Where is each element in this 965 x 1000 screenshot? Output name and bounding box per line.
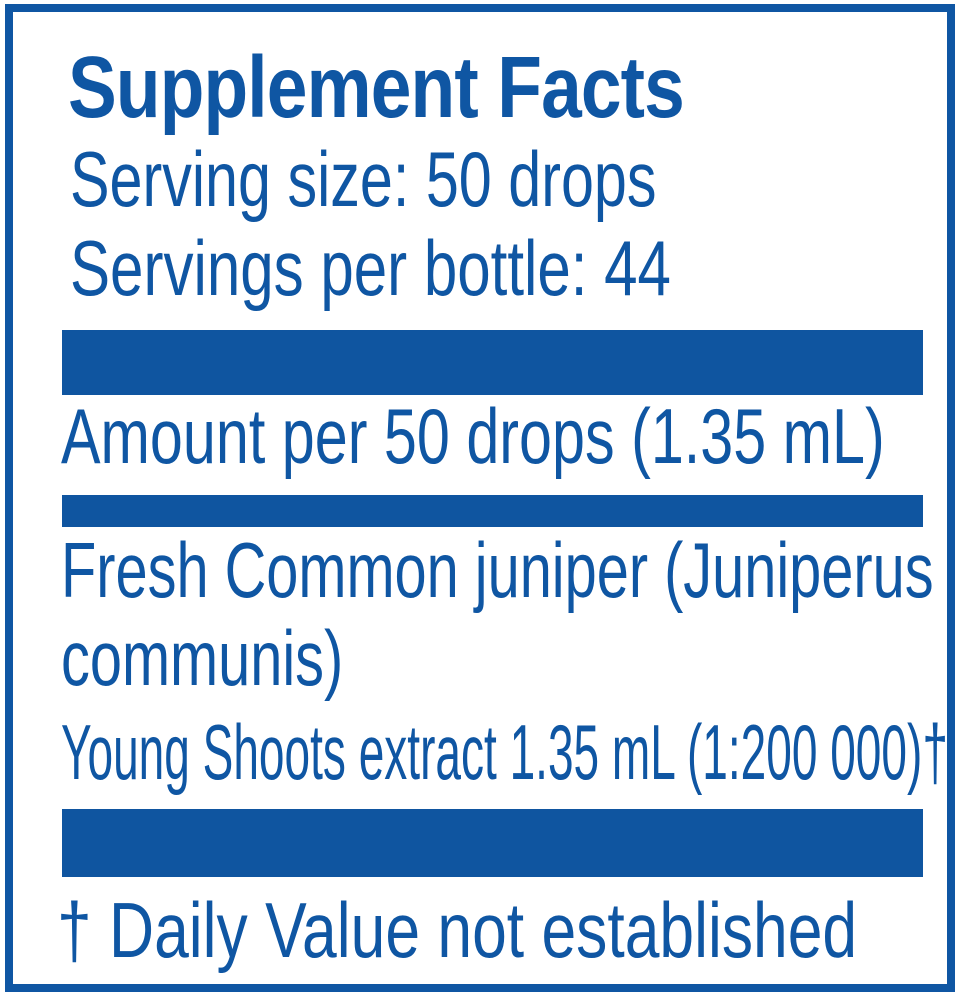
separator-bar-thick-bottom [62, 809, 923, 877]
supplement-facts-title: Supplement Facts [68, 39, 685, 136]
ingredient-extract-amount-line: Young Shoots extract 1.35 mL (1:200 000)… [61, 708, 948, 796]
daily-value-footnote: † Daily Value not established [57, 886, 858, 974]
ingredient-name-line-1: Fresh Common juniper (Juniperus [61, 526, 934, 614]
ingredient-name-line-2: communis) [61, 614, 344, 702]
amount-per-serving-header: Amount per 50 drops (1.35 mL) [61, 392, 885, 480]
serving-size-line: Serving size: 50 drops [70, 135, 657, 223]
separator-bar-thin [62, 495, 923, 527]
servings-per-bottle-line: Servings per bottle: 44 [70, 224, 671, 312]
separator-bar-thick-top [62, 330, 923, 395]
supplement-facts-panel: Supplement Facts Serving size: 50 drops … [5, 4, 955, 992]
